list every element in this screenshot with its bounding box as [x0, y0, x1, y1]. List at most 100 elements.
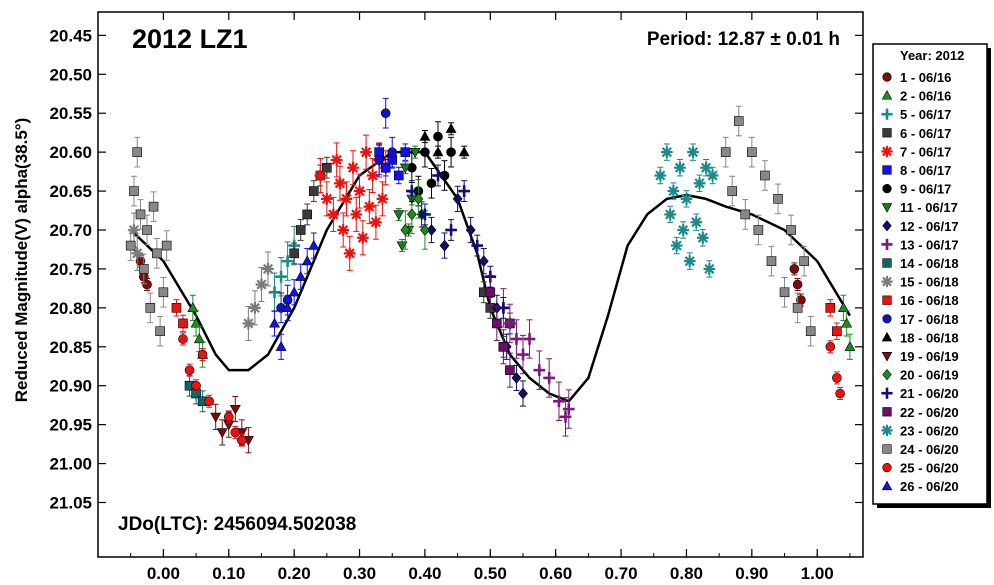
legend-marker: [881, 238, 893, 250]
data-point: [786, 225, 796, 235]
x-tick-label: 1.00: [801, 564, 834, 583]
series-4: [289, 156, 515, 358]
x-tick-label: 0.10: [212, 564, 245, 583]
data-point: [155, 326, 165, 337]
data-point: [841, 317, 853, 328]
data-point: [374, 155, 384, 165]
data-point: [497, 302, 510, 314]
data-point: [426, 178, 437, 189]
series-1: [135, 254, 806, 307]
data-point: [132, 147, 143, 157]
series-15: [419, 122, 470, 159]
data-point: [142, 225, 152, 235]
data-point: [148, 201, 159, 212]
data-point: [193, 333, 205, 344]
data-point: [478, 255, 489, 268]
data-point: [413, 192, 424, 205]
legend-label: 12 - 06/17: [900, 219, 959, 234]
legend-marker: [882, 184, 892, 194]
data-point: [308, 239, 320, 250]
data-point: [693, 177, 706, 190]
legend-marker: [882, 314, 892, 324]
data-point: [191, 380, 201, 391]
period-annotation: Period: 12.87 ± 0.01 h: [647, 29, 840, 50]
legend-box: [872, 43, 988, 505]
y-axis-label: Reduced Magnitude(V) alpha(38.5°): [12, 118, 31, 403]
data-point: [350, 208, 363, 221]
legend-marker: [881, 276, 893, 288]
series-19: [485, 274, 515, 388]
data-point: [131, 247, 144, 260]
data-point: [420, 224, 430, 236]
data-point: [295, 225, 306, 235]
data-point: [210, 412, 222, 423]
data-points-layer: [125, 97, 856, 454]
data-point: [334, 177, 346, 190]
data-point: [343, 247, 356, 260]
axis-ticks: [97, 12, 863, 557]
data-point: [340, 193, 353, 205]
legend-marker: [881, 108, 893, 120]
y-tick-label: 20.80: [49, 299, 92, 318]
data-point: [419, 130, 431, 141]
legend-label: 26 - 06/20: [900, 479, 959, 494]
legend-marker: [882, 72, 892, 82]
legend-marker: [882, 444, 892, 454]
legend-label: 25 - 06/20: [900, 461, 959, 476]
data-point: [485, 287, 496, 298]
series-13: [171, 299, 842, 340]
data-point: [337, 224, 350, 236]
data-point: [262, 263, 274, 275]
legend: Year: 2012 1 - 06/16 2 - 06/16 5 - 06/17 6 …: [872, 43, 991, 508]
data-point: [269, 317, 280, 328]
data-point: [664, 208, 676, 221]
y-tick-label: 20.60: [49, 143, 92, 162]
data-point: [301, 255, 313, 266]
data-point: [471, 239, 484, 252]
data-point: [559, 411, 572, 423]
legend-marker: [882, 220, 892, 232]
data-point: [314, 169, 327, 182]
data-point: [419, 208, 431, 221]
y-tick-label: 20.65: [49, 182, 92, 201]
series-3: [268, 225, 301, 312]
data-point: [161, 240, 172, 251]
data-point: [275, 270, 287, 283]
data-point: [505, 365, 515, 375]
data-point: [330, 154, 343, 166]
series-21: [125, 105, 816, 347]
data-point: [145, 303, 156, 313]
data-point: [517, 348, 529, 361]
y-tick-label: 20.55: [49, 104, 92, 123]
data-point: [452, 192, 463, 205]
data-point: [420, 147, 430, 157]
data-point: [353, 185, 366, 197]
legend-label: 17 - 06/18: [900, 312, 959, 327]
x-tick-labels: 0.00 0.10 0.20 0.30 0.40 0.50 0.60 0.70 0.80 0.90…: [147, 564, 834, 583]
legend-label: 11 - 06/17: [900, 200, 958, 215]
legend-label: 7 - 06/17: [900, 144, 951, 159]
data-point: [747, 147, 757, 157]
data-point: [432, 146, 444, 157]
data-point: [696, 231, 709, 244]
data-point: [288, 286, 300, 297]
legend-marker: [882, 407, 892, 417]
data-point: [703, 263, 716, 275]
data-point: [445, 122, 457, 133]
data-point: [805, 326, 816, 337]
data-point: [518, 387, 528, 400]
data-point: [152, 248, 162, 259]
data-point: [308, 186, 319, 196]
data-point: [740, 209, 751, 220]
data-point: [322, 162, 332, 173]
data-point: [171, 303, 182, 313]
data-point: [255, 278, 268, 291]
data-point: [178, 318, 188, 329]
y-tick-labels: 20.45 20.50 20.55 20.60 20.65 20.70 20.75 20.80…: [49, 26, 92, 512]
data-point: [216, 428, 228, 439]
y-tick-label: 20.70: [49, 221, 92, 240]
legend-label: 20 - 06/19: [900, 368, 959, 383]
data-point: [553, 395, 565, 408]
data-point: [376, 193, 389, 205]
data-point: [543, 372, 556, 384]
